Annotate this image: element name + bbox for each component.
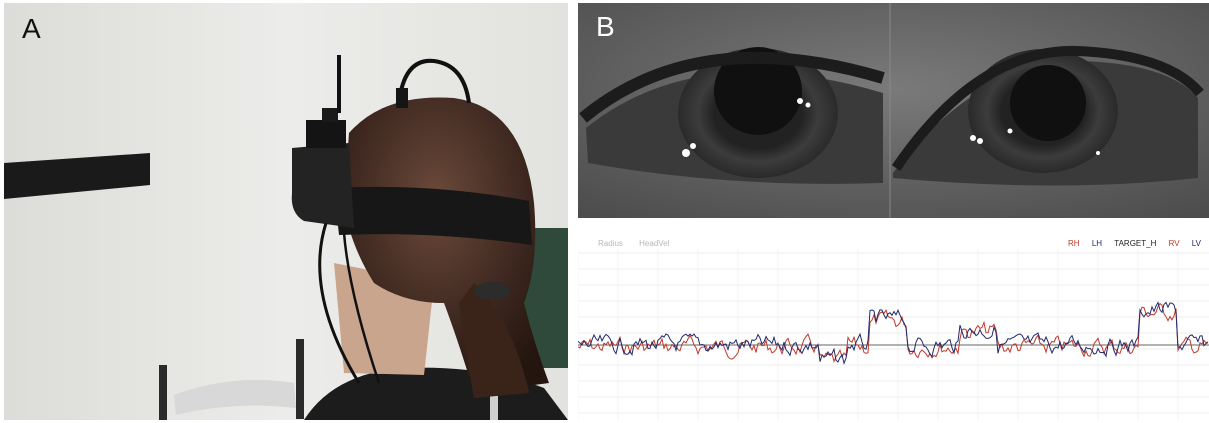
panel-label-b: B: [596, 11, 615, 42]
head-strap: [334, 186, 532, 245]
trace-plot: [578, 249, 1209, 420]
lh-trace: [578, 301, 1209, 365]
left-pupil: [1010, 65, 1086, 141]
panel-b: B Radius HeadVel RH LH TARGET_H RV LV: [578, 3, 1209, 420]
participant-photo: [4, 3, 568, 420]
chin-rest: [174, 379, 296, 415]
left-eye: [891, 45, 1204, 186]
wall-bar: [4, 153, 150, 199]
eye-movement-trace: Radius HeadVel RH LH TARGET_H RV LV: [578, 233, 1209, 420]
video-goggles: [291, 143, 354, 228]
photo-panel-a: A: [4, 3, 568, 420]
trace-legend: RH LH TARGET_H RV LV: [1058, 239, 1201, 248]
trace-top-labels: Radius HeadVel: [598, 239, 683, 248]
headvel-label: HeadVel: [639, 239, 670, 248]
legend-lv: LV: [1191, 239, 1201, 248]
goggle-camera: [306, 120, 346, 148]
right-eye: [579, 47, 885, 184]
eye-video-frame: B: [578, 3, 1209, 218]
legend-rv: RV: [1168, 239, 1180, 248]
rh-trace: [578, 302, 1209, 363]
legend-target-h: TARGET_H: [1114, 239, 1157, 248]
radius-label: Radius: [598, 239, 623, 248]
right-pupil: [714, 47, 802, 135]
panel-label-a: A: [22, 13, 41, 44]
legend-lh: LH: [1091, 239, 1103, 248]
legend-rh: RH: [1068, 239, 1080, 248]
